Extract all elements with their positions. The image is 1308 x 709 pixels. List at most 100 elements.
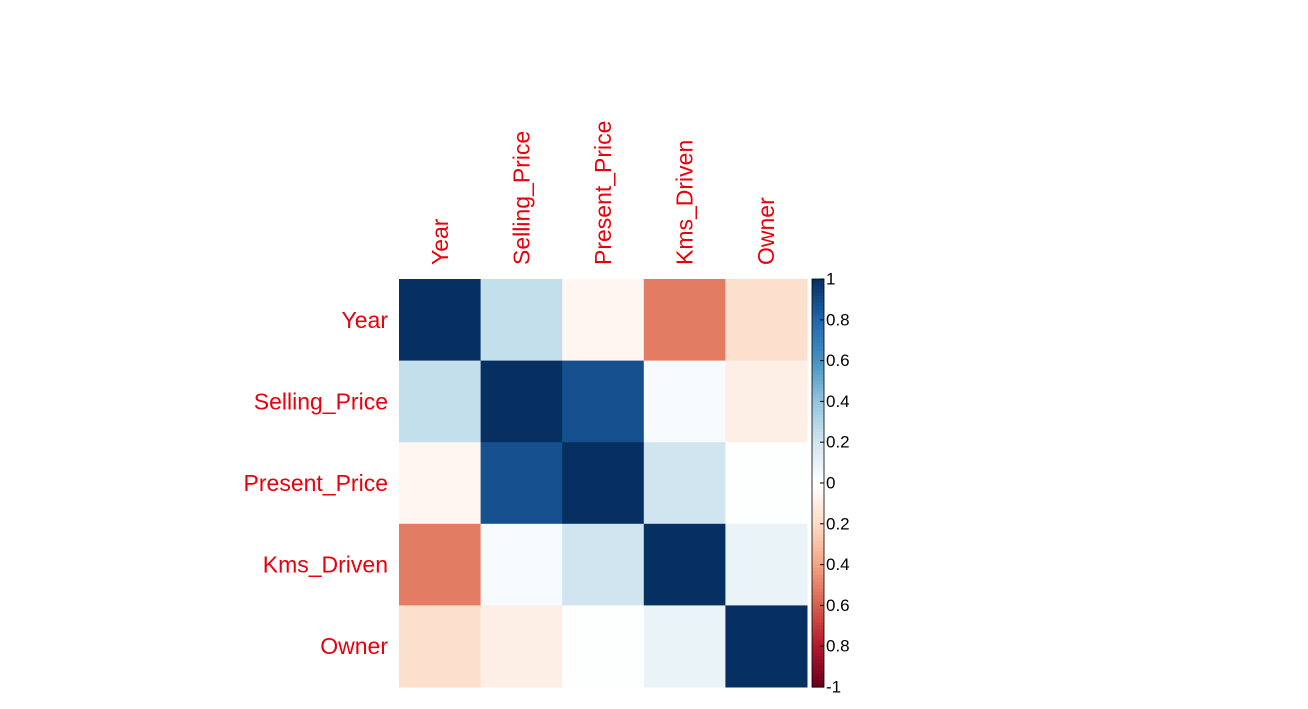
colorbar-segment bbox=[812, 588, 824, 593]
colorbar-segment bbox=[812, 282, 824, 287]
heatmap-cell-selling_price-owner bbox=[725, 360, 808, 443]
colorbar-segment bbox=[812, 571, 824, 576]
heatmap-cell-kms_driven-kms_driven bbox=[643, 523, 726, 606]
colorbar-segment bbox=[812, 619, 824, 623]
colorbar-segment bbox=[812, 333, 824, 338]
colorbar-segment bbox=[812, 646, 824, 651]
colorbar-segment bbox=[812, 472, 824, 477]
colorbar-segment bbox=[812, 442, 824, 447]
column-label-kms_driven: Kms_Driven bbox=[672, 140, 698, 265]
heatmap-cell-kms_driven-selling_price bbox=[480, 523, 563, 606]
heatmap-cell-year-owner bbox=[725, 279, 808, 362]
colorbar-segment bbox=[812, 500, 824, 504]
colorbar-segment bbox=[812, 462, 824, 467]
colorbar-tick-label: 0.4 bbox=[826, 555, 850, 574]
column-label-selling_price: Selling_Price bbox=[508, 131, 534, 265]
colorbar-segment bbox=[812, 336, 824, 341]
colorbar-tick-label: 0.8 bbox=[826, 637, 850, 656]
colorbar-segment bbox=[812, 595, 824, 600]
column-label-present_price: Present_Price bbox=[590, 121, 616, 265]
colorbar-segment bbox=[812, 578, 824, 583]
heatmap-cell-owner-selling_price bbox=[480, 605, 563, 688]
colorbar-segment bbox=[812, 445, 824, 450]
colorbar-segment bbox=[812, 418, 824, 423]
colorbar-segment bbox=[812, 309, 824, 314]
colorbar-segment bbox=[812, 670, 824, 674]
colorbar-segment bbox=[812, 534, 824, 538]
row-label-year: Year bbox=[342, 307, 389, 333]
colorbar-segment bbox=[812, 299, 824, 304]
colorbar-segment bbox=[812, 370, 824, 375]
row-labels: Year Selling_Price Present_Price Kms_Driven… bbox=[244, 307, 389, 659]
colorbar-segment bbox=[812, 296, 824, 300]
colorbar-segment bbox=[812, 676, 824, 681]
colorbar-segment bbox=[812, 605, 824, 610]
colorbar-segment bbox=[812, 313, 824, 317]
colorbar-segment bbox=[812, 357, 824, 362]
colorbar-segment bbox=[812, 425, 824, 430]
colorbar-segment bbox=[812, 411, 824, 416]
colorbar-segment bbox=[812, 350, 824, 355]
colorbar-segment bbox=[812, 364, 824, 368]
colorbar-segment bbox=[812, 404, 824, 409]
row-label-owner: Owner bbox=[320, 633, 388, 659]
colorbar-segment bbox=[812, 384, 824, 389]
colorbar-segment bbox=[812, 615, 824, 620]
colorbar-segment bbox=[812, 360, 824, 365]
heatmap-cell-owner-owner bbox=[725, 605, 808, 688]
row-label-kms_driven: Kms_Driven bbox=[263, 552, 388, 578]
colorbar-segment bbox=[812, 680, 824, 685]
colorbar-segment bbox=[812, 673, 824, 678]
colorbar: 1 0.8 0.6 0.4 0.2 0 0.2 0.4 0.6 0.8 -1 bbox=[811, 270, 850, 697]
colorbar-segment bbox=[812, 306, 824, 311]
colorbar-segment bbox=[812, 347, 824, 351]
heatmap-cell-selling_price-year bbox=[399, 360, 482, 443]
heatmap-cell-year-kms_driven bbox=[643, 279, 726, 362]
colorbar-segment bbox=[812, 459, 824, 464]
colorbar-segment bbox=[812, 608, 824, 613]
colorbar-segment bbox=[812, 551, 824, 555]
colorbar-segment bbox=[812, 591, 824, 596]
colorbar-segment bbox=[812, 394, 824, 399]
heatmap-cell-year-selling_price bbox=[480, 279, 563, 362]
colorbar-segment bbox=[812, 401, 824, 406]
colorbar-segment bbox=[812, 517, 824, 521]
colorbar-segment bbox=[812, 476, 824, 481]
colorbar-segment bbox=[812, 493, 824, 498]
colorbar-segment bbox=[812, 285, 824, 290]
colorbar-segment bbox=[812, 544, 824, 549]
colorbar-tick-label: 0.4 bbox=[826, 392, 850, 411]
colorbar-segment bbox=[812, 302, 824, 307]
row-label-present_price: Present_Price bbox=[244, 470, 388, 496]
colorbar-segment bbox=[812, 622, 824, 627]
colorbar-segment bbox=[812, 561, 824, 566]
colorbar-segment bbox=[812, 625, 824, 630]
heatmap-cells bbox=[399, 279, 808, 688]
colorbar-segment bbox=[812, 292, 824, 297]
colorbar-segment bbox=[812, 319, 824, 324]
colorbar-segment bbox=[812, 632, 824, 637]
colorbar-tick-label: -1 bbox=[826, 678, 841, 697]
colorbar-tick-label: 0.6 bbox=[826, 596, 850, 615]
colorbar-tick-label: 1 bbox=[826, 270, 835, 289]
colorbar-segment bbox=[812, 568, 824, 572]
heatmap-cell-year-year bbox=[399, 279, 482, 362]
colorbar-segment bbox=[812, 340, 824, 345]
colorbar-segment bbox=[812, 449, 824, 453]
colorbar-segment bbox=[812, 432, 824, 436]
colorbar-segment bbox=[812, 438, 824, 443]
heatmap-cell-selling_price-kms_driven bbox=[643, 360, 726, 443]
heatmap-cell-year-present_price bbox=[562, 279, 645, 362]
colorbar-segment bbox=[812, 540, 824, 545]
colorbar-segment bbox=[812, 289, 824, 294]
colorbar-segment bbox=[812, 656, 824, 661]
heatmap-cell-kms_driven-year bbox=[399, 523, 482, 606]
heatmap-cell-present_price-present_price bbox=[562, 442, 645, 525]
colorbar-tick-label: 0 bbox=[826, 474, 835, 493]
colorbar-segment bbox=[812, 381, 824, 385]
colorbar-segment bbox=[812, 279, 824, 283]
colorbar-segment bbox=[812, 316, 824, 321]
colorbar-segment bbox=[812, 479, 824, 484]
colorbar-segment bbox=[812, 602, 824, 606]
colorbar-segment bbox=[812, 659, 824, 664]
